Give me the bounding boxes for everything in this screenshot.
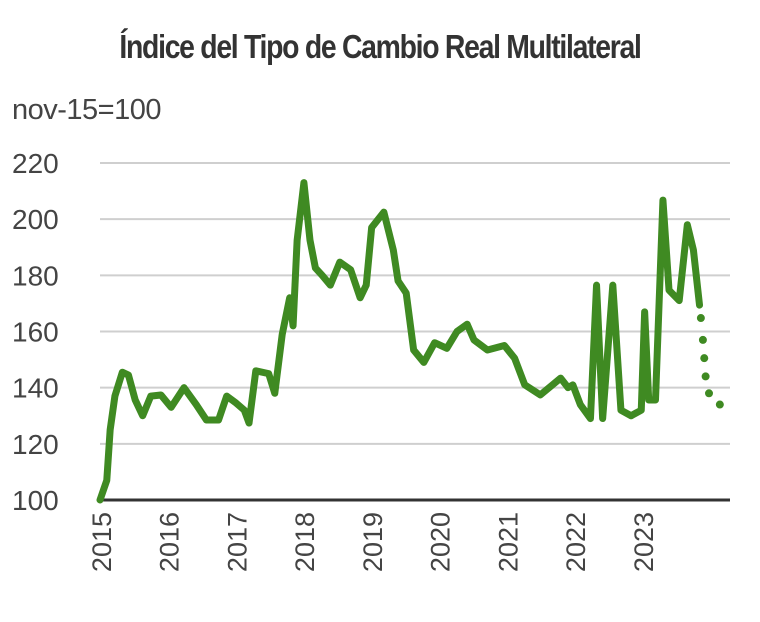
y-axis-unit-label: nov-15=100	[12, 94, 162, 126]
projection-point	[700, 354, 709, 363]
x-tick-label: 2021	[493, 512, 523, 572]
y-tick-label: 200	[12, 204, 59, 235]
y-tick-label: 100	[12, 485, 59, 516]
x-tick-label: 2018	[290, 512, 320, 572]
x-tick-label: 2017	[222, 512, 252, 572]
x-tick-label: 2015	[87, 512, 117, 572]
projection-point	[696, 314, 705, 323]
x-tick-label: 2023	[629, 512, 659, 572]
chart-title: Índice del Tipo de Cambio Real Multilate…	[119, 28, 641, 65]
x-tick-label: 2019	[358, 512, 388, 572]
y-tick-label: 180	[12, 260, 59, 291]
projection-point	[701, 372, 710, 381]
projection-point	[705, 389, 713, 398]
projection-point	[698, 335, 707, 344]
y-tick-label: 160	[12, 317, 59, 348]
x-tick-label: 2022	[561, 512, 591, 572]
x-tick-label: 2016	[155, 512, 185, 572]
y-tick-label: 220	[12, 148, 59, 179]
y-tick-label: 140	[12, 373, 59, 404]
y-tick-label: 120	[12, 429, 59, 460]
projection-point	[715, 400, 724, 409]
x-tick-label: 2020	[426, 512, 456, 572]
series-line	[96, 179, 704, 504]
